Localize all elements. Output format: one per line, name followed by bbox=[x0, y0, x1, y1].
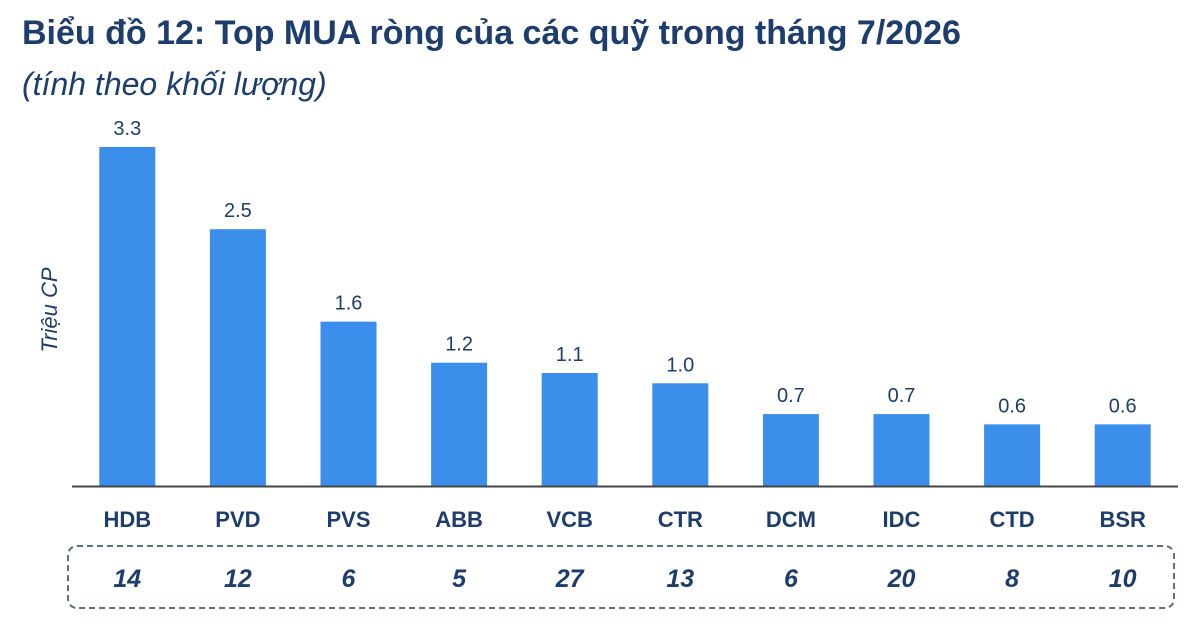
data-label: 1.0 bbox=[666, 354, 694, 376]
data-label: 2.5 bbox=[224, 200, 252, 222]
fund-count: 20 bbox=[887, 565, 916, 593]
bar-pvs bbox=[320, 321, 377, 486]
bar-abb bbox=[431, 362, 488, 486]
x-tick-label: ABB bbox=[435, 507, 483, 532]
fund-count: 5 bbox=[452, 565, 467, 593]
fund-count: 13 bbox=[666, 565, 694, 593]
fund-count: 6 bbox=[784, 565, 799, 593]
x-tick-label: PVD bbox=[215, 507, 260, 532]
fund-count: 14 bbox=[113, 565, 141, 593]
data-label: 1.6 bbox=[335, 293, 363, 315]
bar-idc bbox=[873, 414, 930, 486]
x-tick-label: VCB bbox=[546, 507, 592, 532]
bar-bsr bbox=[1094, 424, 1151, 486]
data-label: 3.3 bbox=[113, 118, 141, 140]
x-tick-label: CTR bbox=[658, 507, 703, 532]
bar-pvd bbox=[209, 229, 266, 486]
x-tick-label: BSR bbox=[1099, 507, 1146, 532]
fund-count: 27 bbox=[555, 565, 585, 593]
bar-ctd bbox=[984, 424, 1041, 486]
x-tick-label: HDB bbox=[103, 507, 151, 532]
bar-dcm bbox=[762, 414, 819, 486]
bar-vcb bbox=[541, 373, 598, 486]
bar-hdb bbox=[99, 147, 156, 486]
fund-count: 8 bbox=[1005, 565, 1019, 593]
data-label: 0.6 bbox=[998, 395, 1026, 417]
data-label: 0.7 bbox=[777, 385, 805, 407]
chart-title: Biểu đồ 12: Top MUA ròng của các quỹ tro… bbox=[22, 14, 961, 52]
x-tick-label: CTD bbox=[989, 507, 1034, 532]
bar-ctr bbox=[652, 383, 709, 486]
data-label: 0.7 bbox=[888, 385, 916, 407]
fund-count: 10 bbox=[1109, 565, 1137, 593]
chart-subtitle: (tính theo khối lượng) bbox=[22, 66, 327, 102]
fund-count: 6 bbox=[342, 565, 357, 593]
data-label: 0.6 bbox=[1109, 395, 1137, 417]
data-label: 1.1 bbox=[556, 344, 584, 366]
x-tick-label: IDC bbox=[883, 507, 921, 532]
fund-count: 12 bbox=[224, 565, 252, 593]
data-label: 1.2 bbox=[445, 334, 473, 356]
x-tick-label: PVS bbox=[326, 507, 370, 532]
x-tick-label: DCM bbox=[766, 507, 816, 532]
fund-count-box bbox=[67, 545, 1175, 609]
